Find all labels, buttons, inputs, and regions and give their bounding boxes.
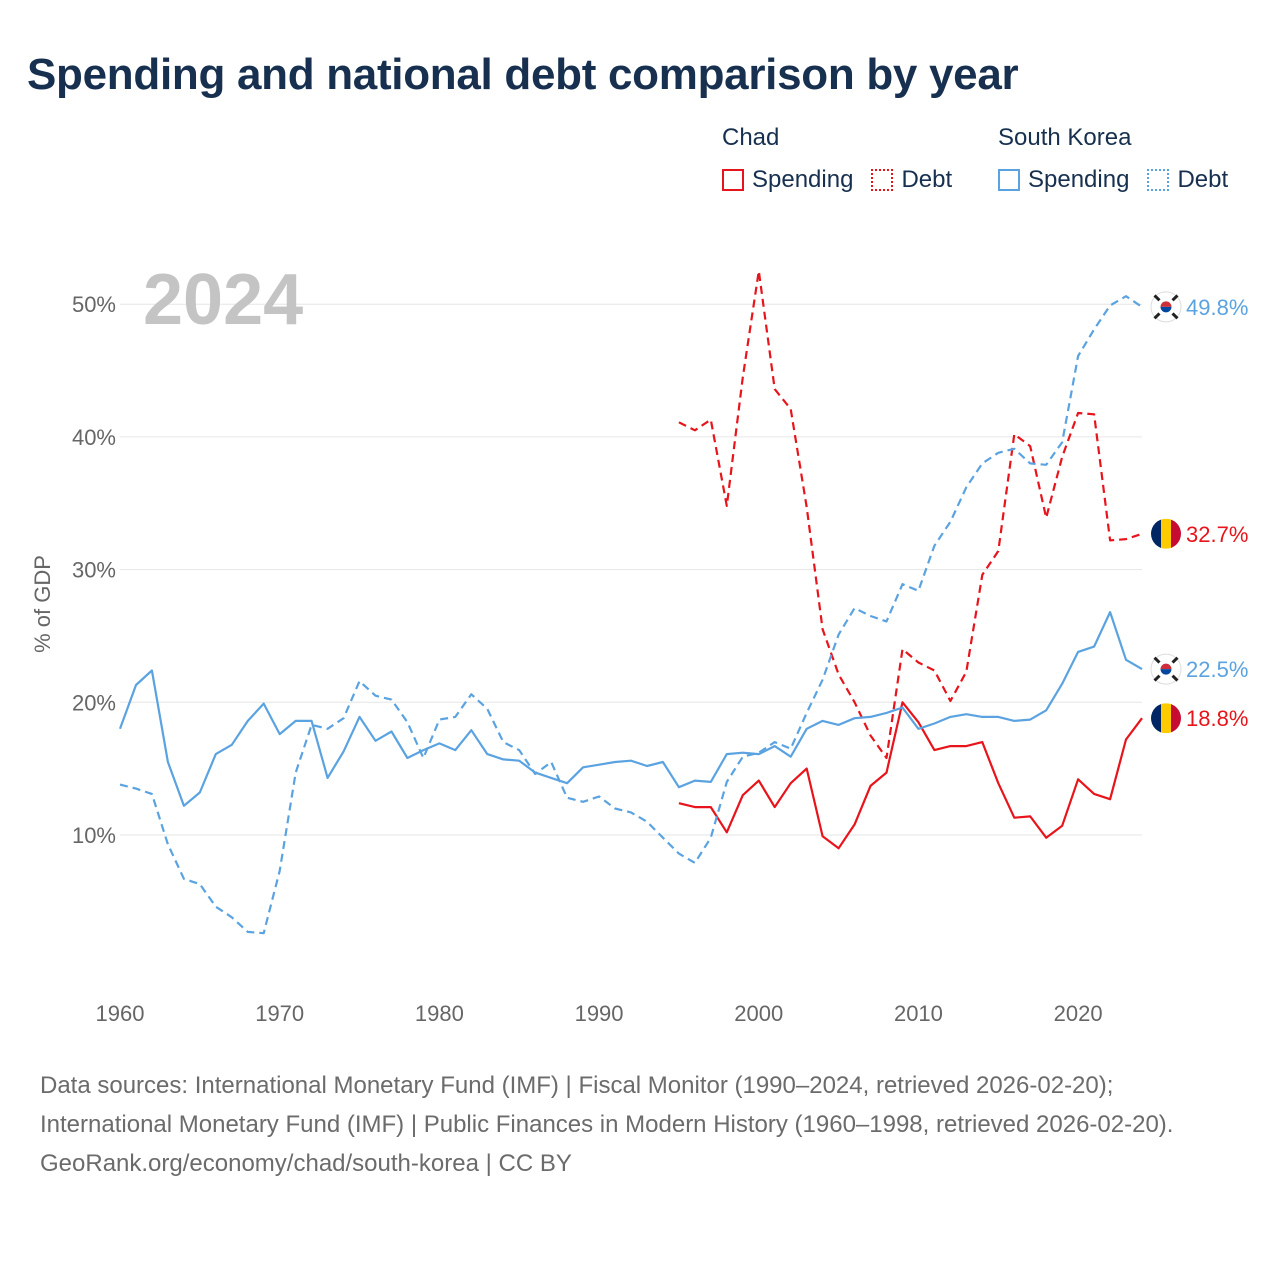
y-tick-label: 40%	[72, 425, 116, 450]
legend-label-chad-debt: Debt	[901, 166, 953, 193]
legend-swatch-solid	[722, 169, 744, 191]
legend-swatch-solid	[998, 169, 1020, 191]
end-value-label: 32.7%	[1186, 522, 1248, 547]
end-value-label: 18.8%	[1186, 706, 1248, 731]
x-tick-label: 1960	[96, 1001, 145, 1026]
x-tick-label: 1980	[415, 1001, 464, 1026]
y-tick-label: 30%	[72, 558, 116, 583]
south-korea-flag-icon	[1150, 291, 1182, 323]
legend-item-chad-spending[interactable]: Spending	[722, 166, 853, 194]
x-tick-label: 2010	[894, 1001, 943, 1026]
x-tick-label: 2020	[1054, 1001, 1103, 1026]
series-line-chad-spending[interactable]	[678, 701, 1143, 850]
legend-item-korea-spending[interactable]: Spending	[998, 166, 1129, 194]
year-watermark: 2024	[143, 260, 303, 340]
chad-flag-icon	[1151, 518, 1181, 549]
y-tick-label: 50%	[72, 292, 116, 317]
y-axis-label: % of GDP	[30, 555, 55, 653]
series-line-chad-debt[interactable]	[678, 269, 1143, 760]
x-tick-label: 1970	[255, 1001, 304, 1026]
legend-label-korea-spending: Spending	[1028, 166, 1130, 193]
legend-item-korea-debt[interactable]: Debt	[1147, 166, 1228, 194]
footer: Data sources: International Monetary Fun…	[40, 1066, 1250, 1183]
legend-label-korea-debt: Debt	[1177, 166, 1229, 193]
legend-country-chad: Chad	[722, 124, 780, 151]
legend-country-south-korea: South Korea	[998, 124, 1132, 151]
legend-label-chad-spending: Spending	[752, 166, 854, 193]
y-tick-label: 10%	[72, 823, 116, 848]
line-chart: 2024 % of GDP 10% 20% 30% 40% 50% 1960 1970 198…	[30, 260, 1248, 1026]
end-value-label: 22.5%	[1186, 657, 1248, 682]
credit-link[interactable]: GeoRank.org/economy/chad/south-korea | C…	[40, 1150, 572, 1177]
chart-title: Spending and national debt comparison by…	[27, 50, 1019, 99]
x-tick-label: 1990	[575, 1001, 624, 1026]
legend-swatch-dotted	[1147, 169, 1170, 191]
data-sources: Data sources: International Monetary Fun…	[40, 1072, 1174, 1138]
legend-south-korea: South Korea Spending Debt	[998, 124, 1246, 194]
legend-swatch-dotted	[871, 169, 894, 191]
south-korea-flag-icon	[1150, 653, 1182, 685]
end-value-label: 49.8%	[1186, 295, 1248, 320]
series-line-south-korea-spending[interactable]	[118, 611, 1143, 807]
chad-flag-icon	[1151, 703, 1181, 734]
x-tick-label: 2000	[734, 1001, 783, 1026]
series-line-south-korea-debt[interactable]	[119, 295, 1143, 935]
legend-item-chad-debt[interactable]: Debt	[871, 166, 952, 194]
y-tick-label: 20%	[72, 690, 116, 715]
legend-chad: Chad Spending Debt	[722, 124, 970, 194]
